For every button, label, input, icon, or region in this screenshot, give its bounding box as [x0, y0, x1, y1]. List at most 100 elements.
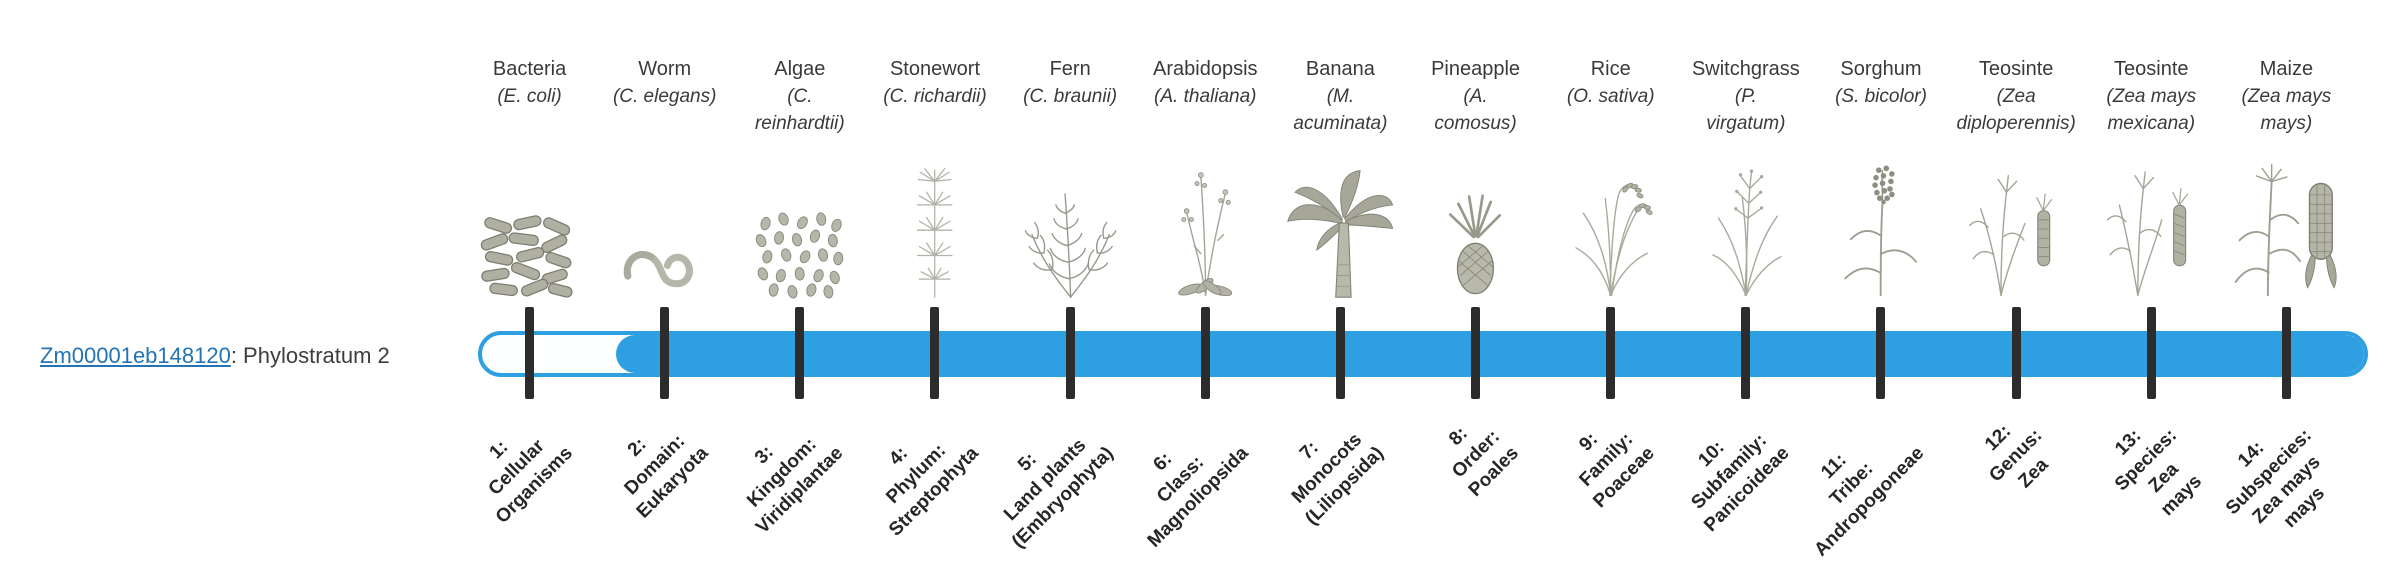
stratum-label: 11: Tribe: Andropogoneae	[1810, 442, 1929, 561]
phylostratum-tick	[1606, 307, 1616, 399]
organism-common-name: Maize	[2259, 58, 2314, 80]
phylostratum-tick	[660, 307, 670, 399]
organism-column: Bacteria (E. coli)	[462, 56, 597, 299]
stratum-label: 14: Subspecies: Zea mays mays	[2222, 425, 2330, 533]
organism-scientific-name: (Zea diploperennis)	[1956, 86, 2076, 134]
phylostratum-tick	[1065, 307, 1075, 399]
stratum-label: 5: Land plants (Embryophyta)	[1000, 434, 1118, 553]
worm-icon	[619, 141, 711, 299]
organism-common-name: Algae	[774, 58, 826, 80]
phylostratum-tick	[1335, 307, 1345, 399]
organism-common-name: Banana	[1305, 58, 1375, 80]
organism-column: Algae (C. reinhardtii)	[732, 56, 867, 299]
stratum-label: 12: Genus: Zea	[1980, 420, 2053, 493]
stratum-label: 2: Domain: Eukaryota	[620, 430, 713, 523]
tick-cell	[1003, 307, 1138, 399]
maize-icon	[2230, 141, 2344, 299]
phylostrata-bar-fill	[616, 335, 2364, 373]
organism-common-name: Sorghum	[1840, 58, 1922, 80]
phylostratum-tick	[1741, 307, 1751, 399]
stratum-label: 10: Subfamily: Panicoideae	[1687, 429, 1794, 537]
tick-row	[462, 307, 2354, 399]
stratum-label: 7: Monocots (Liliopsida)	[1287, 429, 1389, 530]
tick-cell	[1813, 307, 1948, 399]
teosinte-mexicana-icon	[2101, 141, 2202, 299]
stratum-label: 3: Kingdom: Viridiplantae	[743, 433, 848, 539]
organism-scientific-name: (O. sativa)	[1566, 86, 1655, 107]
tick-cell	[1678, 307, 1813, 399]
gene-id-link[interactable]: Zm00001eb148120	[40, 343, 231, 368]
pineapple-icon	[1435, 141, 1516, 299]
tick-cell	[2084, 307, 2219, 399]
phylostratum-tick	[1471, 307, 1481, 399]
organism-scientific-name: (C. reinhardtii)	[754, 86, 845, 134]
organism-scientific-name: (M. acuminata)	[1293, 86, 1388, 134]
arabidopsis-icon	[1163, 141, 1248, 299]
organism-column: Teosinte (Zea mays mexicana)	[2084, 56, 2219, 299]
organism-common-name: Arabidopsis	[1153, 58, 1258, 80]
phylostratum-tick	[525, 307, 535, 399]
organism-column: Fern (C. braunii)	[1003, 56, 1138, 299]
organism-column: Switchgrass (P. virgatum)	[1678, 56, 1813, 299]
phylostratum-tick	[795, 307, 805, 399]
organism-common-name: Bacteria	[492, 58, 567, 80]
switchgrass-icon	[1700, 141, 1792, 299]
organism-scientific-name: (E. coli)	[497, 86, 562, 107]
organism-scientific-name: (P. virgatum)	[1706, 86, 1786, 134]
stratum-label: 6: Class: Magnoliopsida	[1144, 442, 1253, 552]
organism-scientific-name: (Zea mays mays)	[2241, 86, 2332, 134]
organism-common-name: Teosinte	[1978, 58, 2054, 80]
tick-cell	[2219, 307, 2354, 399]
organism-column: Pineapple (A. comosus)	[1408, 56, 1543, 299]
organism-row: Bacteria (E. coli) Worm (C. elegans) Algae…	[462, 56, 2354, 299]
organism-column: Maize (Zea mays mays)	[2219, 56, 2354, 299]
organism-column: Teosinte (Zea diploperennis)	[1949, 56, 2084, 299]
teosinte-diploperennis-icon	[1966, 141, 2067, 299]
stratum-label: 13: Species: Zea mays	[2111, 425, 2207, 521]
stratum-label: 8: Order: Poales	[1445, 423, 1524, 501]
organism-scientific-name: (A. thaliana)	[1154, 86, 1257, 107]
phylostratum-tick	[2011, 307, 2021, 399]
organism-column: Rice (O. sativa)	[1543, 56, 1678, 299]
tick-cell	[867, 307, 1002, 399]
tick-cell	[1408, 307, 1543, 399]
phylostratum-tick	[1200, 307, 1210, 399]
stratum-label: 4: Phylum: Streptophyta	[882, 440, 983, 541]
organism-common-name: Worm	[638, 58, 692, 80]
organism-common-name: Teosinte	[2114, 58, 2189, 80]
algae-icon	[753, 141, 846, 299]
organism-common-name: Rice	[1590, 58, 1631, 80]
stratum-label: 1: Cellular Organisms	[484, 435, 578, 528]
bacteria-icon	[479, 141, 579, 299]
sorghum-icon	[1834, 141, 1927, 299]
organism-scientific-name: (S. bicolor)	[1835, 86, 1927, 107]
strata-label-row: 1: Cellular Organisms 2: Domain: Eukaryot…	[462, 402, 2354, 578]
tick-cell	[732, 307, 867, 399]
tick-cell	[1138, 307, 1273, 399]
organism-scientific-name: (C. elegans)	[612, 86, 717, 107]
organism-scientific-name: (C. braunii)	[1023, 86, 1118, 107]
banana-icon	[1286, 141, 1394, 299]
stonewort-icon	[903, 141, 966, 299]
organism-column: Banana (M. acuminata)	[1273, 56, 1408, 299]
organism-scientific-name: (A. comosus)	[1434, 86, 1517, 134]
organism-common-name: Fern	[1049, 58, 1091, 80]
stratum-label: 9: Family: Poaceae	[1574, 428, 1659, 513]
phylostratum-tick	[2281, 307, 2291, 399]
organism-common-name: Stonewort	[889, 58, 981, 80]
tick-cell	[597, 307, 732, 399]
phylostrata-bar-track	[478, 331, 2368, 377]
organism-column: Worm (C. elegans)	[597, 56, 732, 299]
rice-icon	[1565, 141, 1656, 299]
organism-common-name: Switchgrass	[1691, 58, 1800, 80]
organism-column: Arabidopsis (A. thaliana)	[1138, 56, 1273, 299]
gene-label: Zm00001eb148120: Phylostratum 2	[40, 343, 390, 369]
tick-cell	[462, 307, 597, 399]
tick-cell	[1543, 307, 1678, 399]
phylostratum-tick	[2146, 307, 2156, 399]
organism-scientific-name: (C. richardii)	[883, 86, 987, 107]
gene-stratum-text: : Phylostratum 2	[230, 343, 390, 368]
organism-common-name: Pineapple	[1431, 58, 1521, 80]
organism-column: Stonewort (C. richardii)	[867, 56, 1002, 299]
